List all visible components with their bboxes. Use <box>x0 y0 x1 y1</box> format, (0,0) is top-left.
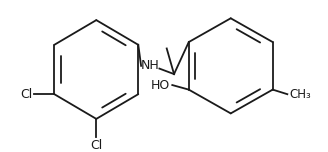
Text: Cl: Cl <box>90 139 102 152</box>
Text: HO: HO <box>151 79 171 92</box>
Text: NH: NH <box>141 59 160 72</box>
Text: CH₃: CH₃ <box>289 88 311 101</box>
Text: Cl: Cl <box>20 88 32 101</box>
